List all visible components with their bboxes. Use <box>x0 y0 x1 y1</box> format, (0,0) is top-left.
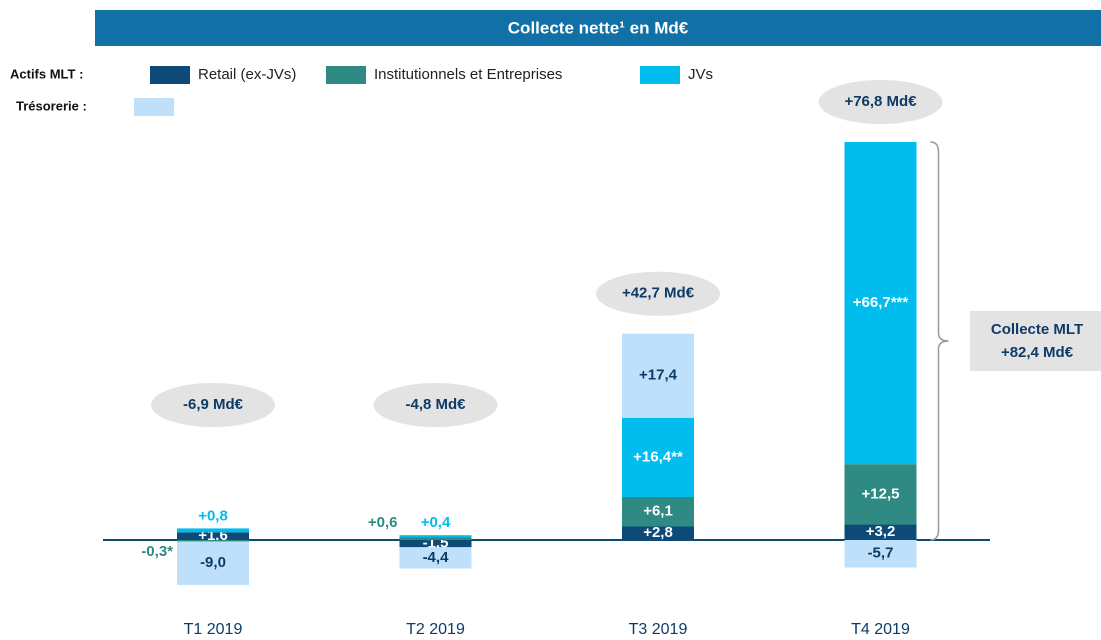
annotation-value: +82,4 Md€ <box>1001 344 1074 361</box>
data-label: -0,3* <box>141 543 173 560</box>
bar-segment <box>844 524 917 540</box>
bar-segment <box>844 142 917 465</box>
data-label: +0,4 <box>421 514 451 531</box>
bar-segment <box>177 532 249 540</box>
x-tick-label: T4 2019 <box>851 621 910 638</box>
total-label: +42,7 Md€ <box>622 285 695 302</box>
data-label: -4,4 <box>423 549 450 566</box>
legend-group-label: Trésorerie : <box>16 98 87 113</box>
chart-title: Collecte nette¹ en Md€ <box>508 18 689 37</box>
legend-label: JVs <box>688 66 713 83</box>
data-label: +0,6 <box>368 514 398 531</box>
total-bubble <box>373 383 498 427</box>
data-label: +16,4** <box>633 448 683 465</box>
annotation-text: Collecte MLT <box>991 321 1083 338</box>
legend-swatch <box>326 66 366 84</box>
bar-segment <box>399 535 472 538</box>
total-bubble <box>818 80 943 124</box>
data-label: +12,5 <box>862 485 900 502</box>
legend-swatch <box>640 66 680 84</box>
data-label: +3,2 <box>866 523 896 540</box>
legend-label: Retail (ex-JVs) <box>198 66 296 83</box>
bar-segment <box>622 417 694 498</box>
data-label: +6,1 <box>643 503 673 520</box>
bar-segment <box>622 526 694 540</box>
bar-segment <box>177 528 249 533</box>
data-label: +17,4 <box>639 367 678 384</box>
data-label: +66,7*** <box>853 294 909 311</box>
legend-swatch <box>134 98 174 116</box>
legend-label: Institutionnels et Entreprises <box>374 66 562 83</box>
bar-segment <box>177 540 249 542</box>
bar-segment <box>844 540 917 568</box>
bar-segment <box>399 537 472 540</box>
legend-swatch <box>150 66 190 84</box>
bracket <box>930 141 949 541</box>
title-bar <box>95 10 1101 46</box>
total-label: +76,8 Md€ <box>844 93 917 110</box>
bar-segment <box>399 540 472 548</box>
legend-group-label: Actifs MLT : <box>10 66 83 81</box>
data-label: -9,0 <box>200 554 226 571</box>
x-tick-label: T1 2019 <box>184 621 243 638</box>
total-label: -6,9 Md€ <box>183 396 244 413</box>
total-bubble <box>151 383 275 427</box>
data-label: +0,8 <box>198 507 228 524</box>
bar-segment <box>844 464 917 525</box>
bar-segment <box>622 497 694 527</box>
total-bubble <box>596 271 720 316</box>
data-label: -5,7 <box>868 545 894 562</box>
total-label: -4,8 Md€ <box>405 396 466 413</box>
data-label: +2,8 <box>643 524 673 541</box>
x-tick-label: T3 2019 <box>629 621 688 638</box>
bar-segment <box>177 541 249 585</box>
annotation-box <box>970 311 1101 371</box>
bar-segment <box>399 547 472 569</box>
bar-segment <box>622 333 694 418</box>
x-tick-label: T2 2019 <box>406 621 465 638</box>
